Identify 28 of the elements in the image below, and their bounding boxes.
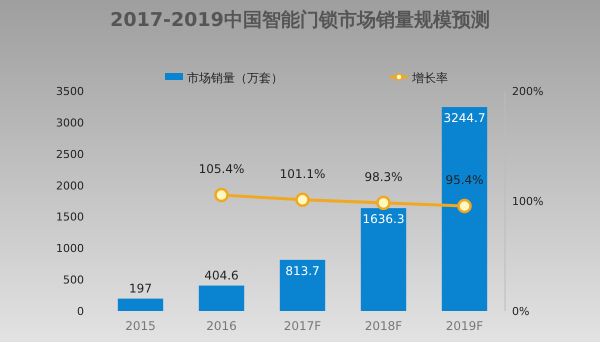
x-tick-label: 2016 [206, 319, 237, 333]
chart-title: 2017-2019中国智能门锁市场销量规模预测 [110, 9, 490, 31]
data-label: 101.1% [280, 166, 326, 181]
y2-tick-label: 200% [512, 85, 544, 98]
data-label: 404.6 [204, 268, 239, 283]
y-tick-label: 0 [77, 305, 84, 318]
y2-tick-label: 0% [512, 305, 530, 318]
data-label: 813.7 [285, 264, 320, 278]
y-tick-label: 3500 [56, 85, 84, 98]
data-label: 95.4% [445, 173, 484, 188]
y-tick-label: 3000 [56, 116, 84, 130]
x-tick-label: 2017F [284, 319, 322, 333]
data-label: 98.3% [364, 170, 403, 184]
data-label: 197 [129, 282, 152, 296]
y-tick-label: 1000 [56, 242, 84, 256]
x-tick-label: 2018F [364, 319, 402, 333]
data-label: 105.4% [198, 162, 244, 176]
y-tick-label: 2000 [56, 179, 84, 192]
y-tick-label: 1500 [56, 210, 84, 224]
y-tick-label: 2500 [56, 148, 84, 161]
data-label: 1636.3 [362, 212, 404, 226]
y-tick-label: 500 [63, 274, 84, 287]
legend-label: 增长率 [411, 71, 448, 85]
x-tick-label: 2019F [446, 319, 484, 333]
y2-tick-label: 100% [512, 195, 544, 208]
data-label: 3244.7 [444, 111, 486, 126]
x-tick-label: 2015 [125, 319, 156, 333]
legend-label: 市场销量（万套） [187, 71, 283, 85]
